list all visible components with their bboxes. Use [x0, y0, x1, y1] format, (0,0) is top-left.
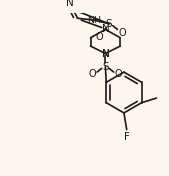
Text: F: F — [124, 132, 130, 142]
Text: N: N — [102, 49, 109, 59]
Text: S: S — [102, 62, 109, 71]
Text: O: O — [89, 69, 96, 79]
Text: N: N — [102, 24, 109, 34]
Text: NH: NH — [87, 16, 101, 25]
Text: S: S — [106, 19, 112, 29]
Text: O: O — [96, 32, 104, 42]
Text: O: O — [118, 28, 126, 38]
Text: N: N — [66, 0, 74, 8]
Text: O: O — [115, 69, 122, 79]
Text: N: N — [102, 49, 109, 59]
